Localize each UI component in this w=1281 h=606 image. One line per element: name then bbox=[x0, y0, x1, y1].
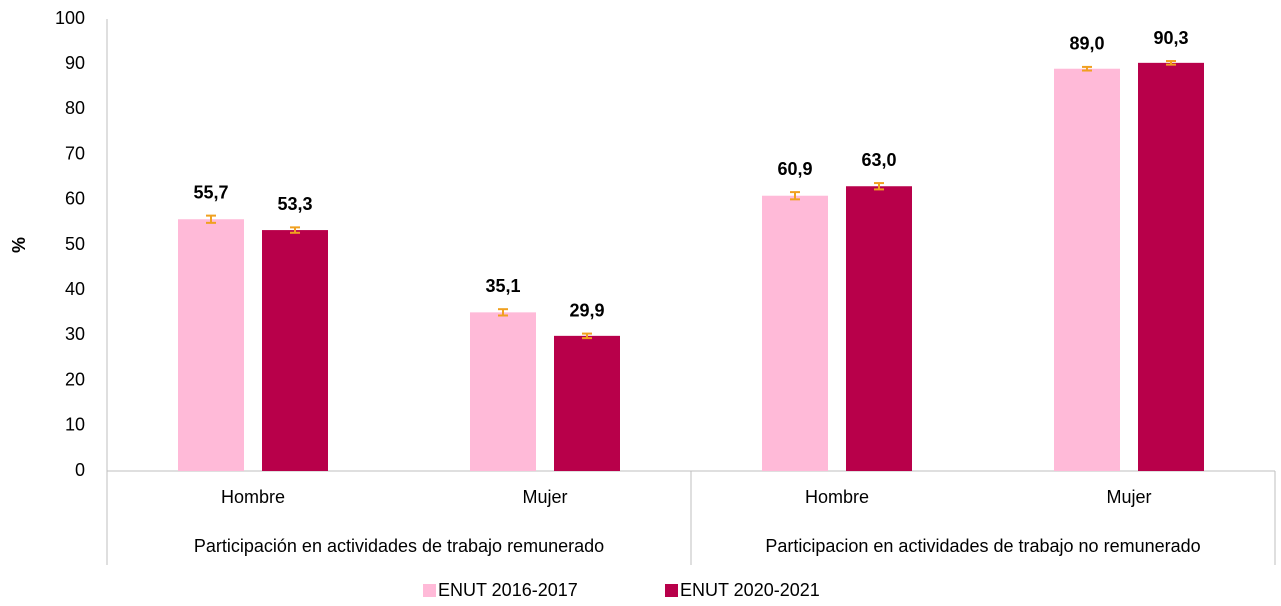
bar bbox=[1138, 62, 1204, 472]
data-label: 53,3 bbox=[277, 194, 312, 214]
error-bar bbox=[582, 332, 592, 340]
y-tick-label: 80 bbox=[65, 98, 85, 118]
data-label: 29,9 bbox=[569, 300, 604, 320]
legend-label: ENUT 2016-2017 bbox=[438, 580, 578, 600]
data-label: 63,0 bbox=[861, 150, 896, 170]
y-tick-label: 40 bbox=[65, 279, 85, 299]
error-bar bbox=[498, 308, 508, 317]
bar bbox=[554, 335, 620, 471]
error-bar bbox=[1166, 60, 1176, 66]
y-tick-label: 60 bbox=[65, 189, 85, 209]
data-label: 60,9 bbox=[777, 159, 812, 179]
group-label: Participación en actividades de trabajo … bbox=[194, 536, 604, 556]
legend-swatch bbox=[423, 584, 436, 597]
error-bar bbox=[790, 191, 800, 201]
data-label: 90,3 bbox=[1153, 28, 1188, 48]
bar bbox=[262, 230, 328, 471]
data-label: 89,0 bbox=[1069, 34, 1104, 54]
y-tick-label: 100 bbox=[55, 8, 85, 28]
legend-swatch bbox=[665, 584, 678, 597]
error-bar bbox=[206, 214, 216, 224]
x-tick-label: Hombre bbox=[805, 487, 869, 507]
x-tick-label: Hombre bbox=[221, 487, 285, 507]
bar bbox=[470, 312, 536, 471]
error-bar bbox=[290, 226, 300, 234]
y-tick-label: 20 bbox=[65, 369, 85, 389]
y-tick-label: 10 bbox=[65, 415, 85, 435]
y-tick-label: 0 bbox=[75, 460, 85, 480]
bar bbox=[178, 219, 244, 471]
bar bbox=[1054, 68, 1120, 471]
data-label: 35,1 bbox=[485, 276, 520, 296]
y-tick-label: 50 bbox=[65, 234, 85, 254]
group-label: Participacion en actividades de trabajo … bbox=[765, 536, 1200, 556]
y-tick-label: 30 bbox=[65, 324, 85, 344]
y-axis-title: % bbox=[9, 237, 29, 253]
error-bar bbox=[874, 182, 884, 191]
data-label: 55,7 bbox=[193, 182, 228, 202]
y-tick-label: 70 bbox=[65, 143, 85, 163]
bar bbox=[846, 186, 912, 472]
legend-label: ENUT 2020-2021 bbox=[680, 580, 820, 600]
x-tick-label: Mujer bbox=[522, 487, 567, 507]
error-bar bbox=[1082, 65, 1092, 72]
x-tick-label: Mujer bbox=[1106, 487, 1151, 507]
bar bbox=[762, 195, 828, 471]
y-tick-label: 90 bbox=[65, 53, 85, 73]
